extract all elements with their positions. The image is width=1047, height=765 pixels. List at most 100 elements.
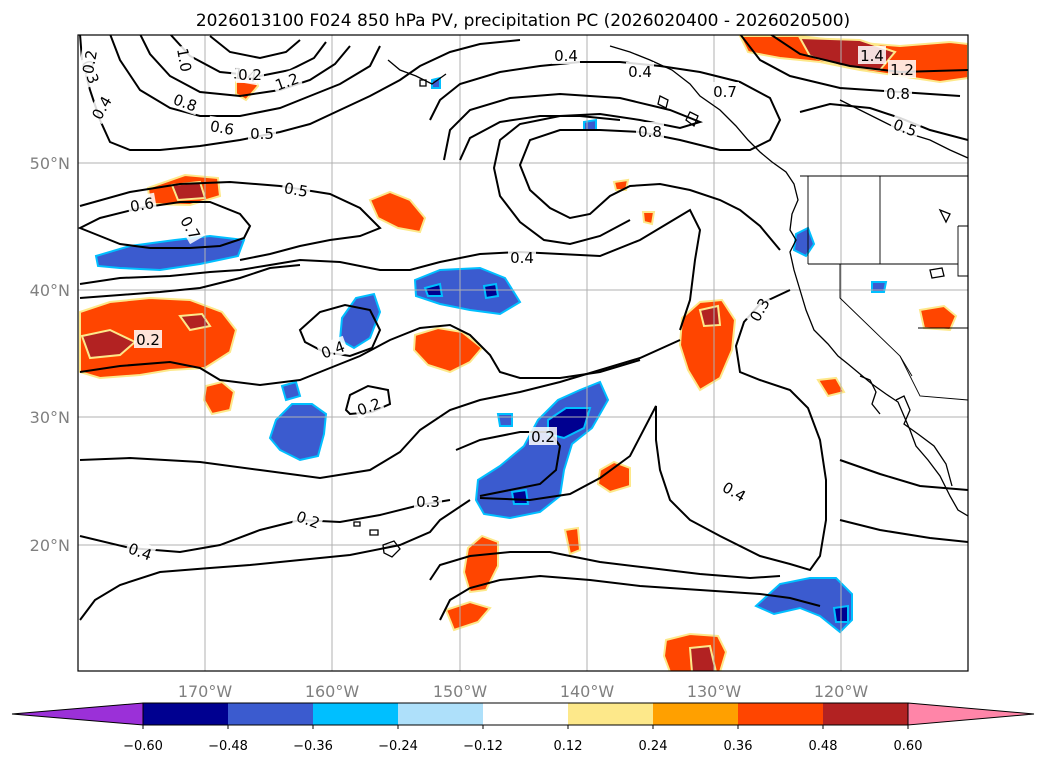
contour-label: 0.5 [280,177,312,201]
colorbar-tick-label: 0.12 [554,739,583,754]
pv-contour [839,519,968,543]
pv-contour [839,459,968,491]
contour-label-text: 1.4 [860,47,884,65]
precip-blob [496,413,513,427]
pv-contour [79,208,702,331]
lon-tick-label: 160°W [305,682,360,701]
coastline [382,540,401,558]
colorbar-segment [143,703,228,725]
contour-label-bg [552,46,580,64]
contour-label: 1.4 [858,46,886,65]
colorbar-tick-label: 0.36 [724,739,753,754]
contour-label-bg [717,476,752,506]
colorbar-segment [313,703,398,725]
contour-label-bg [711,82,739,100]
contour-label: 0.6 [206,115,238,139]
contour-label-bg [636,122,664,140]
precip-blob [792,226,816,258]
lon-tick-label: 140°W [560,682,615,701]
contour-label: 0.5 [248,124,276,143]
precip-blob [754,577,853,634]
contour-label-bg [858,46,886,64]
coastline [419,79,427,87]
contour-label-bg [884,84,912,102]
lon-tick-label: 150°W [433,682,488,701]
contour-label-bg [508,248,536,266]
contour-label-text: 0.4 [510,249,534,267]
contour-label-bg [169,88,202,116]
coastline [895,395,953,487]
borders [800,175,968,401]
colorbar-segment [823,703,908,725]
colorbar: −0.60 −0.48 −0.36 −0.24 −0.12 0.12 0.24 0.36 0.4… [11,702,1035,754]
latitude-ticks: 50°N 40°N 30°N 20°N [30,154,70,555]
contour-label-bg [134,330,162,348]
pv-contour [79,180,382,261]
coastline [369,529,379,536]
precip-blob [268,403,328,462]
precip-blob [178,312,212,332]
contour-label-text: 0.5 [283,179,310,201]
coastline [387,59,447,85]
lat-tick-label: 20°N [30,536,70,555]
colorbar-tick-label: −0.60 [123,739,163,754]
lon-tick-label: 120°W [814,682,869,701]
pv-contour [298,303,382,358]
contour-label-bg [626,62,654,80]
colorbar-tick-label: −0.12 [463,739,503,754]
map-title: 2026013100 F024 850 hPa PV, precipitatio… [196,11,850,31]
contour-label-bg [888,60,916,78]
contour-label-bg [248,124,276,142]
contour-label: 0.2 [134,330,162,349]
pv-contour [459,115,621,161]
contour-label: 0.8 [636,122,664,141]
precip-blob [412,326,484,374]
pv-contour [109,35,381,117]
precip-blob [563,526,582,556]
pv-contour [443,92,704,246]
colorbar-segment [568,703,653,725]
colorbar-segment [738,703,823,725]
contour-label-text: 1.2 [890,61,914,79]
colorbar-tick-label: −0.36 [293,739,333,754]
contour-label: 0.4 [552,46,580,65]
lat-tick-label: 30°N [30,408,70,427]
precip-blob [368,190,427,234]
contour-label-bg [270,67,303,95]
precip-blob [688,644,717,671]
contour-label-text: 0.5 [250,125,274,143]
pv-contour [479,289,827,572]
precip-blob [94,234,246,272]
pv-contour [344,384,392,416]
coastline [938,208,951,224]
pv-contour [79,323,641,387]
contour-label: 0.4 [508,248,536,267]
contour-label-bg [206,115,238,139]
lon-tick-label: 130°W [687,682,742,701]
lon-tick-label: 170°W [178,682,233,701]
contour-label-bg [280,177,312,201]
contour-label-bg [173,44,197,76]
pv-contour [769,35,968,74]
coastlines [353,45,968,558]
pv-contour [79,264,301,299]
contour-label: 0.6 [126,192,158,216]
precip-blob [202,380,236,416]
precip-blob [510,488,530,505]
pv-contour [209,35,301,60]
colorbar-tick-label: 0.48 [809,739,838,754]
contour-label-bg [236,65,264,83]
pv-contour [439,574,821,621]
contour-label-bg [77,46,101,78]
contour-label: 0.7 [711,82,739,101]
precip-blob [80,328,137,360]
graticule [78,35,968,671]
colorbar-tick-label: 0.60 [894,739,923,754]
colorbar-segment [398,703,483,725]
contour-label-text: 1.0 [173,47,195,74]
contour-label-text: 0.2 [238,66,262,84]
coastline [609,45,968,517]
contour-label-bg [414,492,442,510]
colorbar-segment [228,703,313,725]
